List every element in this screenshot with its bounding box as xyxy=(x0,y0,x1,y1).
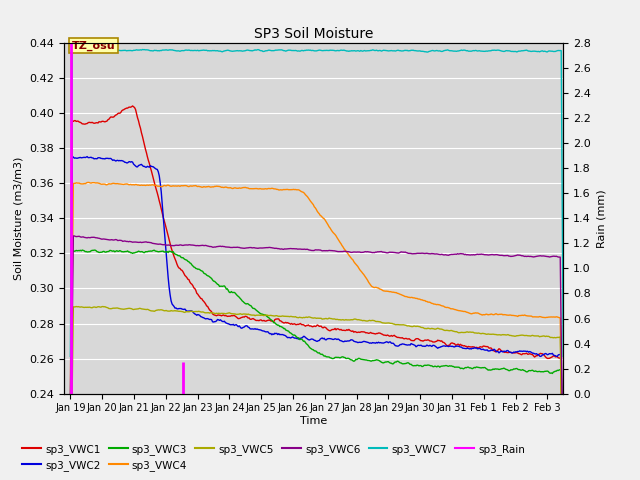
Line: sp3_VWC7: sp3_VWC7 xyxy=(70,49,563,356)
sp3_VWC5 xyxy=(361,318,369,324)
sp3_VWC1 xyxy=(548,354,556,360)
Line: sp3_VWC5: sp3_VWC5 xyxy=(70,307,563,480)
sp3_VWC3 xyxy=(301,339,309,345)
sp3_VWC6 xyxy=(70,233,78,239)
Y-axis label: Rain (mm): Rain (mm) xyxy=(596,189,606,248)
sp3_VWC3 xyxy=(334,355,342,360)
Legend: sp3_VWC1, sp3_VWC2, sp3_VWC3, sp3_VWC4, sp3_VWC5, sp3_VWC6, sp3_VWC7, sp3_Rain: sp3_VWC1, sp3_VWC2, sp3_VWC3, sp3_VWC4, … xyxy=(18,439,529,475)
X-axis label: Time: Time xyxy=(300,416,327,426)
sp3_VWC6 xyxy=(301,247,309,252)
sp3_VWC1 xyxy=(67,396,74,401)
sp3_VWC2 xyxy=(68,154,76,159)
sp3_VWC5 xyxy=(301,314,309,320)
sp3_VWC3 xyxy=(472,365,479,371)
sp3_VWC1 xyxy=(361,329,369,335)
sp3_VWC3 xyxy=(67,473,74,479)
sp3_VWC2 xyxy=(334,336,342,342)
sp3_VWC5 xyxy=(334,317,342,323)
sp3_VWC2 xyxy=(361,338,369,344)
sp3_VWC7 xyxy=(559,353,567,359)
sp3_VWC3 xyxy=(361,357,369,363)
Line: sp3_VWC1: sp3_VWC1 xyxy=(70,106,563,480)
sp3_VWC5 xyxy=(72,304,80,310)
sp3_VWC6 xyxy=(472,252,479,258)
sp3_VWC7 xyxy=(139,47,147,52)
sp3_VWC4 xyxy=(67,451,74,456)
Line: sp3_VWC6: sp3_VWC6 xyxy=(70,236,563,480)
sp3_VWC4 xyxy=(361,273,369,279)
sp3_VWC4 xyxy=(301,192,309,198)
sp3_VWC4 xyxy=(84,180,92,185)
sp3_VWC4 xyxy=(548,314,556,320)
sp3_VWC1 xyxy=(129,103,136,109)
sp3_VWC6 xyxy=(305,247,312,252)
sp3_VWC6 xyxy=(334,249,342,254)
sp3_VWC1 xyxy=(472,345,479,350)
sp3_VWC3 xyxy=(78,247,86,253)
sp3_VWC4 xyxy=(472,310,479,316)
Y-axis label: Soil Moisture (m3/m3): Soil Moisture (m3/m3) xyxy=(14,156,24,280)
sp3_VWC7 xyxy=(334,48,342,53)
sp3_VWC1 xyxy=(301,324,309,329)
sp3_VWC2 xyxy=(548,350,556,356)
sp3_VWC4 xyxy=(334,236,342,242)
sp3_VWC1 xyxy=(305,322,312,328)
sp3_VWC5 xyxy=(472,330,479,336)
Title: SP3 Soil Moisture: SP3 Soil Moisture xyxy=(254,27,373,41)
sp3_VWC7 xyxy=(548,48,556,54)
Line: sp3_VWC4: sp3_VWC4 xyxy=(70,182,563,480)
sp3_VWC7 xyxy=(472,48,479,53)
sp3_VWC6 xyxy=(361,249,369,255)
Line: sp3_VWC3: sp3_VWC3 xyxy=(70,250,563,480)
sp3_VWC3 xyxy=(305,343,312,348)
sp3_VWC4 xyxy=(305,195,312,201)
Text: TZ_osu: TZ_osu xyxy=(72,40,116,51)
sp3_VWC1 xyxy=(334,326,342,332)
sp3_VWC2 xyxy=(305,337,312,343)
sp3_VWC5 xyxy=(548,335,556,340)
sp3_VWC6 xyxy=(548,253,556,259)
sp3_VWC2 xyxy=(67,416,74,422)
sp3_VWC7 xyxy=(301,48,309,53)
sp3_VWC7 xyxy=(67,353,74,359)
sp3_VWC2 xyxy=(472,345,479,351)
sp3_VWC5 xyxy=(305,314,312,320)
sp3_VWC7 xyxy=(361,48,369,53)
sp3_VWC3 xyxy=(548,371,556,376)
Line: sp3_VWC2: sp3_VWC2 xyxy=(70,156,563,480)
sp3_VWC7 xyxy=(305,47,312,53)
sp3_VWC2 xyxy=(301,335,309,340)
